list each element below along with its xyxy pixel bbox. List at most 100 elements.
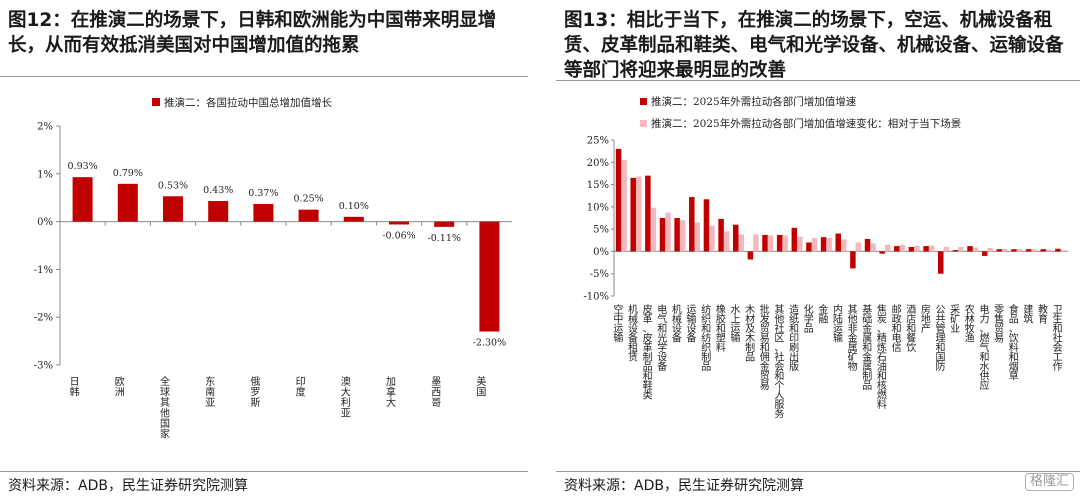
y-tick-label: 0% — [593, 247, 609, 258]
bar-s0-15 — [835, 233, 841, 252]
left-source-note: 资料来源：ADB，民生证券研究院测算 — [8, 478, 248, 494]
bar-s0-30 — [1055, 248, 1061, 252]
bar-s1-28 — [1031, 249, 1037, 252]
x-tick-label-16: 其他非金属矿物 — [848, 304, 858, 373]
right-source-rule — [556, 471, 1080, 472]
bar-s0-16 — [850, 251, 856, 269]
y-tick-label: -1% — [34, 265, 53, 276]
bar-s1-9 — [753, 234, 759, 252]
data-label-8: -0.11% — [428, 233, 461, 244]
x-tick-label-4: 机械设备 — [672, 303, 682, 345]
bar-s1-5 — [694, 222, 701, 252]
bar-s0-6 — [703, 199, 710, 252]
bar-s0-1 — [630, 177, 636, 252]
bar-s1-23 — [958, 246, 964, 252]
bar-s1-21 — [928, 245, 935, 252]
bar-s1-20 — [914, 245, 920, 252]
y-tick-label: 0% — [37, 217, 53, 228]
bar-s1-24 — [972, 247, 979, 252]
left-source-rule — [0, 471, 528, 472]
bar-s1-11 — [782, 235, 788, 252]
bar-s0-12 — [791, 227, 798, 252]
left-bar-chart: 推演二：各国拉动中国总增加值增长 2% 1% 0% -1% -2% -3% 0.93% 日韩 0.… — [34, 96, 512, 441]
y-tick-label: 10% — [587, 202, 609, 213]
bar-s1-18 — [884, 244, 891, 252]
y-tick-label: -10% — [583, 292, 609, 303]
bar-s0-28 — [1025, 249, 1032, 252]
x-tick-label-28: 建筑 — [1023, 303, 1033, 326]
data-label-7: -0.06% — [382, 230, 415, 241]
right-title-rule — [556, 80, 1080, 81]
x-tick-label-0: 空中运输 — [613, 303, 623, 345]
data-label-9: -2.30% — [473, 338, 506, 349]
bar-s0-18 — [879, 251, 885, 254]
x-tick-label-9: 木材及木制品 — [745, 304, 755, 364]
bar-s0-3 — [659, 218, 666, 252]
x-tick-label-17: 基础金属和金属制品 — [862, 303, 872, 392]
bar-s0-11 — [776, 234, 783, 252]
legend-label-1: 推演二：2025年外需拉动各部门增加值增速变化：相对于当下场景 — [651, 117, 961, 130]
legend-swatch-dark-red — [640, 98, 647, 105]
data-label-2: 0.53% — [158, 180, 188, 191]
bar-s0-14 — [820, 237, 827, 252]
x-tick-label-3: 东南亚 — [205, 375, 215, 409]
data-label-1: 0.79% — [113, 168, 143, 179]
x-tick-label-24: 农林牧渔 — [965, 303, 975, 345]
bar-s1-15 — [841, 239, 847, 252]
bar-s1-4 — [679, 220, 686, 252]
legend-swatch-dark-red — [152, 98, 160, 106]
x-tick-label-3: 电气和光学设备 — [657, 303, 667, 373]
x-tick-label-2: 全球其他国家 — [160, 375, 170, 441]
x-tick-label-18: 焦炭、精炼石油和核燃料 — [877, 303, 887, 411]
bar-2 — [163, 196, 183, 222]
right-figure-title: 图13：相比于当下，在推演二的场景下，空运、机械设备租赁、皮革制品和鞋类、电气和… — [564, 10, 1064, 81]
bar-s0-22 — [938, 251, 944, 274]
x-tick-label-7: 橡胶和塑料 — [716, 303, 726, 354]
right-figure-panel: 图13：相比于当下，在推演二的场景下，空运、机械设备租赁、皮革制品和鞋类、电气和… — [556, 0, 1080, 497]
bar-s1-16 — [855, 242, 862, 252]
bar-s1-6 — [709, 225, 715, 252]
x-tick-label-15: 内陆运输 — [833, 303, 843, 345]
bar-s1-8 — [738, 234, 744, 252]
bar-s1-2 — [650, 207, 657, 252]
bar-6 — [343, 216, 364, 222]
x-tick-label-4: 俄罗斯 — [250, 376, 260, 409]
x-tick-label-19: 邮政和电信 — [892, 303, 902, 354]
bar-s1-26 — [1002, 248, 1008, 252]
bar-5 — [298, 209, 319, 222]
x-tick-label-5: 运输设备 — [687, 304, 697, 345]
y-tick-label: 1% — [37, 169, 53, 180]
bar-s1-10 — [767, 235, 774, 252]
x-tick-label-20: 酒店和餐饮 — [906, 304, 916, 354]
x-tick-label-7: 加拿大 — [386, 376, 396, 409]
bar-s0-17 — [864, 238, 871, 252]
x-tick-label-8: 水上运输 — [730, 304, 740, 345]
data-label-4: 0.37% — [248, 188, 278, 199]
bar-s1-19 — [899, 244, 906, 252]
x-tick-label-22: 公共管理和国防 — [936, 305, 946, 373]
bar-7 — [389, 221, 409, 225]
x-tick-label-23: 采矿业 — [950, 304, 960, 335]
bar-9 — [479, 221, 500, 332]
bar-s0-5 — [689, 197, 695, 252]
bar-s0-26 — [996, 249, 1003, 252]
x-tick-label-0: 日韩 — [70, 377, 80, 399]
y-tick-label: 25% — [587, 136, 609, 147]
left-title-rule — [0, 76, 528, 77]
bar-s0-8 — [732, 224, 739, 252]
bar-s0-9 — [747, 251, 754, 260]
x-tick-label-1: 欧洲 — [115, 376, 125, 399]
x-tick-label-5: 印度 — [296, 376, 306, 399]
bar-1 — [117, 183, 138, 222]
gelonghui-watermark: 格隆汇 — [1024, 473, 1074, 491]
bar-s1-27 — [1016, 249, 1023, 252]
bar-s0-19 — [894, 246, 900, 252]
y-tick-label: 20% — [587, 158, 609, 169]
bar-s1-12 — [797, 236, 803, 252]
bar-s0-4 — [674, 218, 680, 252]
bar-s0-23 — [952, 250, 959, 252]
x-tick-label-21: 房地产 — [921, 303, 931, 335]
bar-s0-7 — [718, 218, 724, 252]
legend-label-0: 推演二：2025年外需拉动各部门增加值增速 — [651, 95, 857, 108]
bar-s1-7 — [723, 231, 730, 252]
